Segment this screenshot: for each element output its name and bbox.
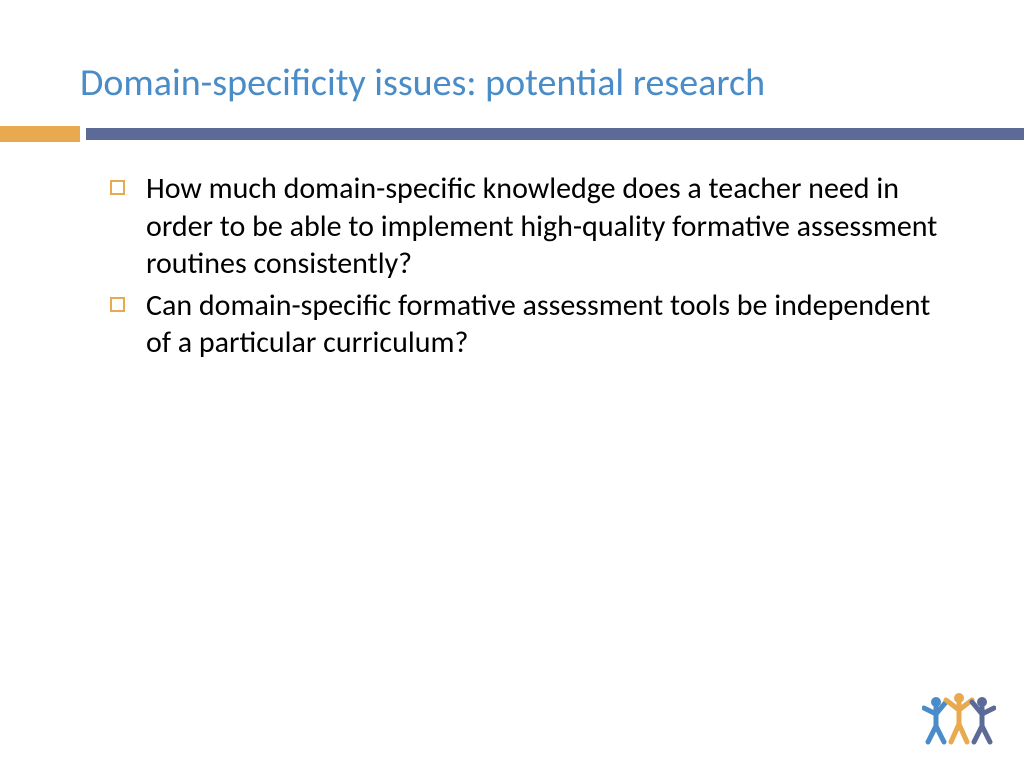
list-item: Can domain-specific formative assessment… [110, 287, 954, 362]
bullet-text: How much domain-specific knowledge does … [146, 170, 937, 282]
figure-left [924, 697, 946, 742]
square-bullet-icon [110, 180, 125, 195]
list-item: How much domain-specific knowledge does … [110, 170, 954, 283]
divider-main [86, 128, 1024, 140]
figure-right [972, 697, 994, 742]
slide-title: Domain-specificity issues: potential res… [0, 0, 1024, 126]
divider-accent [0, 126, 80, 142]
divider-bar [0, 126, 1024, 142]
people-logo-icon [922, 684, 996, 746]
bullet-list: How much domain-specific knowledge does … [0, 170, 1024, 362]
figure-middle [946, 693, 972, 742]
square-bullet-icon [110, 297, 125, 312]
bullet-text: Can domain-specific formative assessment… [146, 287, 930, 362]
